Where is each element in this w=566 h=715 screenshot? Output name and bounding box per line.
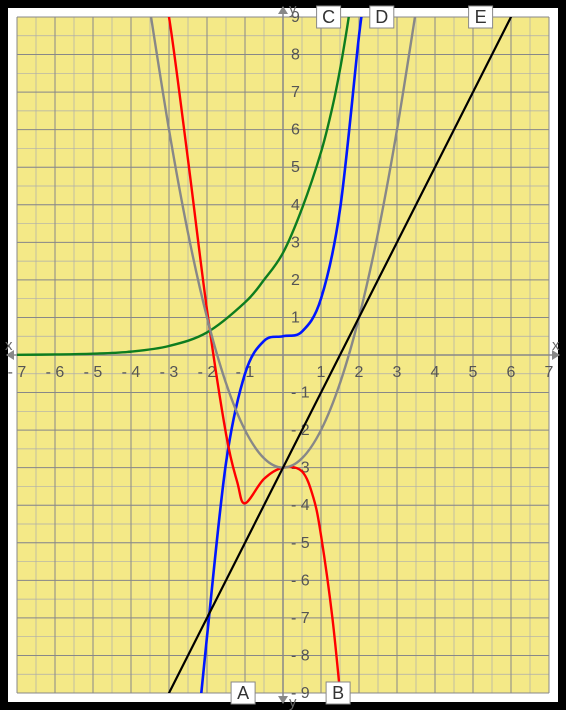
y-tick-label: 8: [291, 47, 300, 64]
x-tick-label: 1: [317, 364, 326, 381]
x-tick-label: 3: [393, 364, 402, 381]
x-tick-label: 4: [431, 364, 440, 381]
x-tick-label: 2: [355, 364, 364, 381]
y-tick-label: 5: [291, 159, 300, 176]
x-tick-label: - 3: [160, 364, 179, 381]
y-tick-label: - 1: [291, 385, 310, 402]
x-axis-label-right: x: [552, 337, 560, 354]
curve-label-C: C: [317, 6, 341, 28]
x-tick-label: 5: [469, 364, 478, 381]
y-axis-label-top: y: [289, 1, 297, 18]
svg-text:C: C: [322, 7, 335, 27]
svg-text:D: D: [375, 7, 388, 27]
y-tick-label: 1: [291, 309, 300, 326]
y-tick-label: - 4: [291, 497, 310, 514]
y-tick-label: 7: [291, 84, 300, 101]
x-tick-label: - 7: [8, 364, 27, 381]
y-tick-label: 3: [291, 234, 300, 251]
function-plot: - 7- 6- 5- 4- 3- 2- 11234567- 9- 8- 7- 6…: [0, 0, 566, 710]
curve-label-A: A: [231, 682, 255, 704]
y-tick-label: - 5: [291, 535, 310, 552]
y-axis-label-bottom: y: [289, 694, 297, 711]
y-tick-label: 6: [291, 122, 300, 139]
svg-text:B: B: [332, 683, 344, 703]
y-tick-label: 4: [291, 197, 300, 214]
curve-label-D: D: [370, 6, 394, 28]
svg-text:E: E: [475, 7, 487, 27]
curve-label-B: B: [326, 682, 350, 704]
x-tick-label: - 2: [198, 364, 217, 381]
x-tick-label: 7: [545, 364, 554, 381]
x-axis-label-left: x: [5, 337, 13, 354]
x-tick-label: - 4: [122, 364, 141, 381]
y-tick-label: - 7: [291, 610, 310, 627]
svg-text:A: A: [237, 683, 249, 703]
curve-label-E: E: [469, 6, 493, 28]
y-tick-label: - 8: [291, 647, 310, 664]
y-tick-label: - 6: [291, 572, 310, 589]
y-tick-label: 2: [291, 272, 300, 289]
x-tick-label: - 5: [84, 364, 103, 381]
y-tick-label: - 2: [291, 422, 310, 439]
x-tick-label: 6: [507, 364, 516, 381]
x-tick-label: - 6: [46, 364, 65, 381]
